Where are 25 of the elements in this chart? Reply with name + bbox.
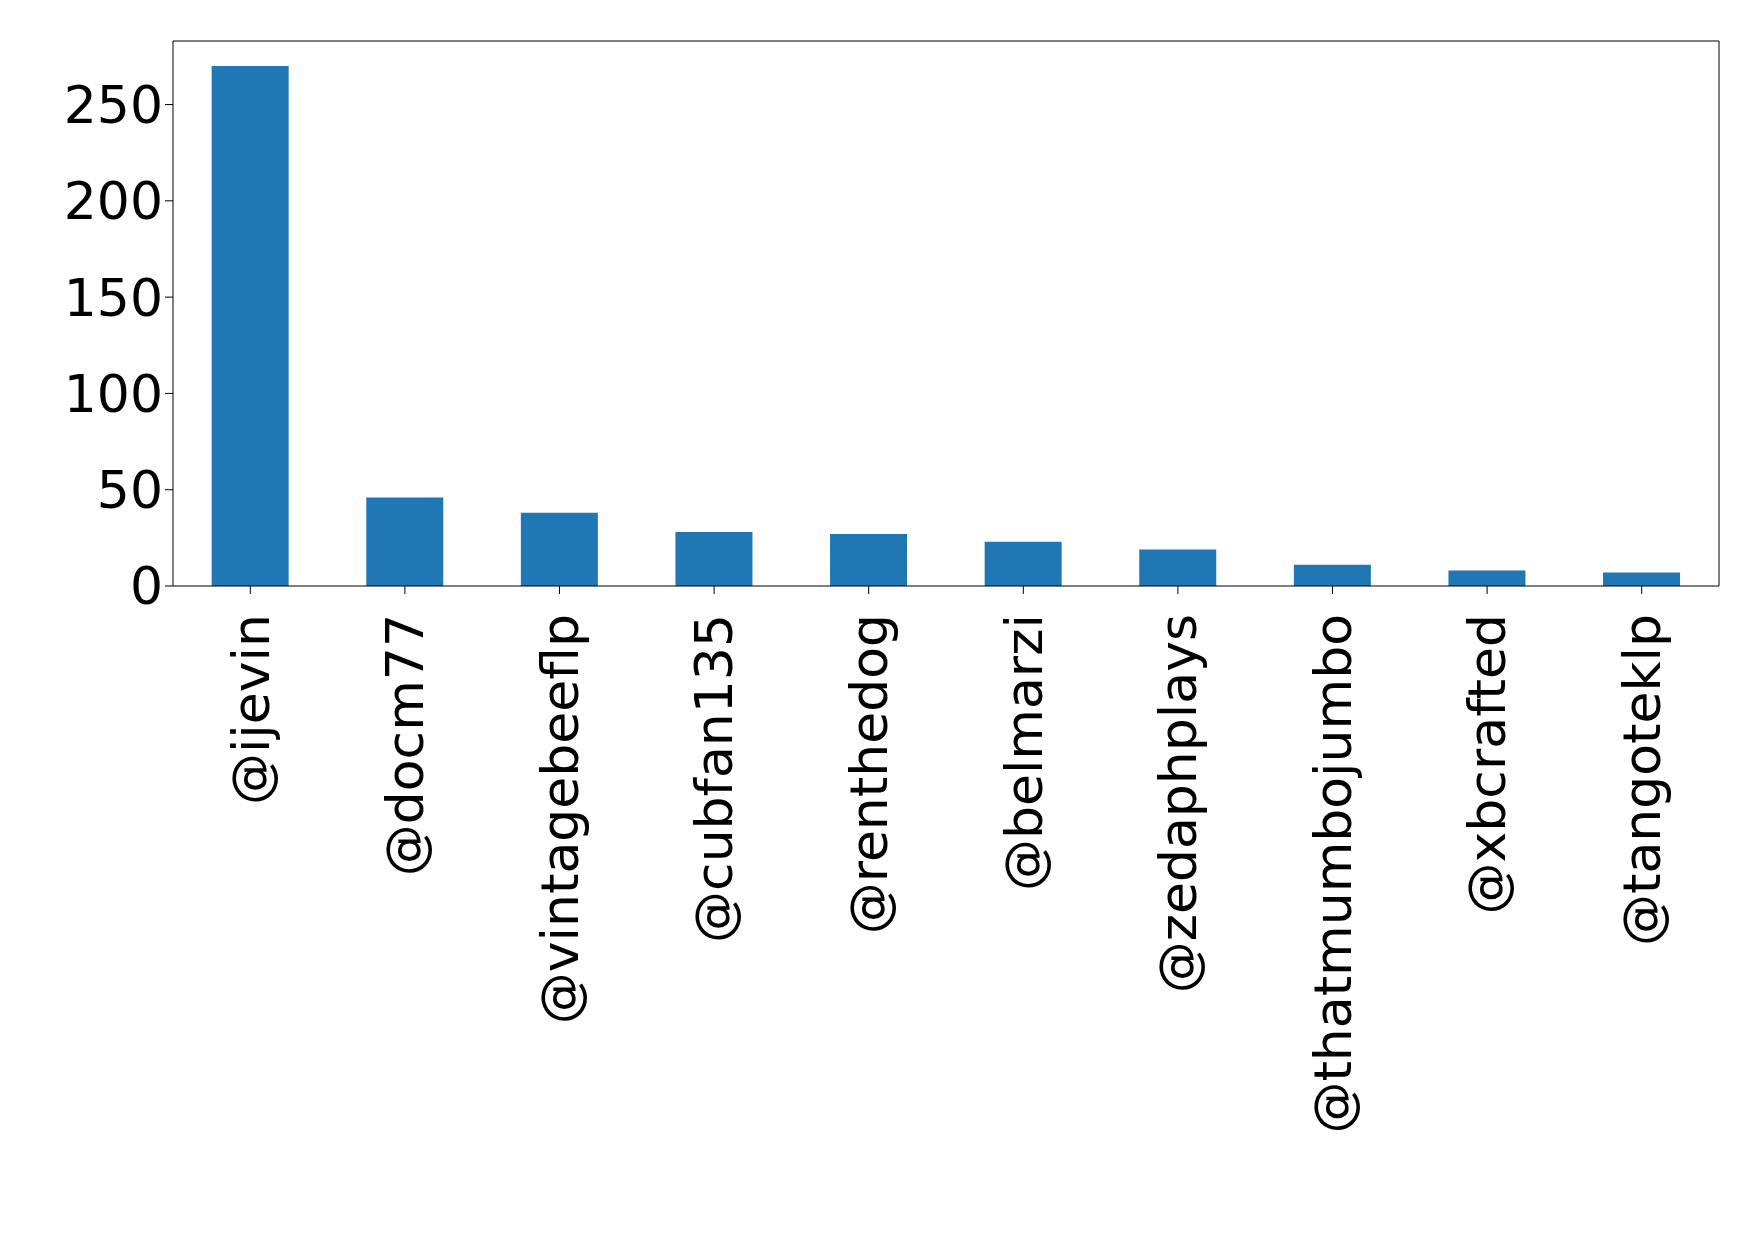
y-tick-label: 100 xyxy=(63,363,163,424)
y-tick-label: 0 xyxy=(129,556,163,617)
x-tick-label: @belmarzi xyxy=(993,614,1054,892)
x-tick-label: @xbcrafted xyxy=(1457,614,1518,915)
bar xyxy=(366,497,444,586)
x-tick-label: @ijevin xyxy=(220,614,281,806)
x-tick-label: @renthedog xyxy=(838,614,899,935)
x-tick-label: @thatmumbojumbo xyxy=(1302,614,1363,1134)
bar xyxy=(830,534,908,586)
x-tick-label: @cubfan135 xyxy=(684,614,745,943)
y-tick-label: 250 xyxy=(63,75,163,136)
x-tick-label: @zedaphplays xyxy=(1148,614,1209,994)
x-tick-label: @docm77 xyxy=(375,614,436,877)
bar xyxy=(1139,549,1217,586)
y-tick-label: 200 xyxy=(63,171,163,232)
bar xyxy=(211,66,289,586)
bar xyxy=(984,541,1062,586)
x-tick-label: @vintagebeeflp xyxy=(529,614,590,1025)
x-tick-label: @tangoteklp xyxy=(1611,614,1672,946)
bar xyxy=(1448,570,1526,586)
bar xyxy=(520,512,598,586)
y-tick-label: 150 xyxy=(63,267,163,328)
bar xyxy=(675,532,753,586)
bar xyxy=(1293,564,1371,586)
y-tick-label: 50 xyxy=(96,460,163,521)
